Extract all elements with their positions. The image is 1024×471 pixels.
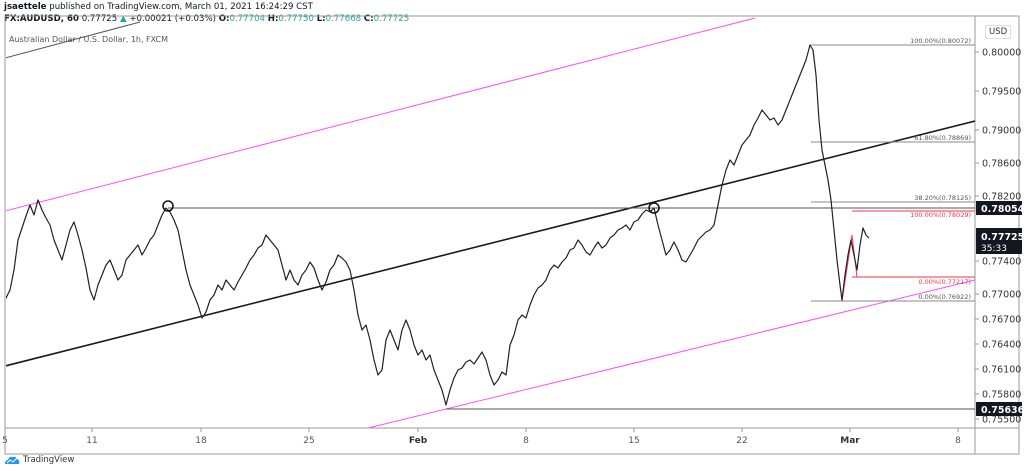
level-low-value: 0.75636: [981, 405, 1024, 416]
tradingview-branding[interactable]: TradingView: [4, 455, 74, 465]
author-name[interactable]: jsaettele: [4, 2, 47, 12]
tradingview-brand-text: TradingView: [23, 455, 75, 465]
time-tick-label: 8: [955, 436, 961, 446]
price-series: [6, 44, 870, 406]
current-price-value: 0.77725: [981, 232, 1024, 243]
level-marker-low: 0.75636: [976, 402, 1024, 416]
price-tick-label: 0.79000: [982, 126, 1021, 137]
open-value: 0.77704: [229, 14, 266, 24]
low-label: L:: [316, 14, 326, 24]
close-label: C:: [363, 14, 374, 24]
time-tick-label: Mar: [840, 436, 860, 446]
up-arrow-icon: ▲: [119, 14, 127, 24]
price-tick-label: 0.77400: [982, 257, 1021, 268]
fib-red-label: 100.00%(0.78029): [910, 211, 971, 219]
price-change: +0.00021 (+0.03%): [129, 14, 216, 24]
fib-grey-label: 38.20%(0.78125): [914, 194, 971, 202]
current-price-marker: 0.77725 35:33: [976, 228, 1024, 254]
low-value: 0.77668: [325, 14, 362, 24]
price-tick-label: 0.79500: [982, 87, 1021, 98]
price-tick-label: 0.78600: [982, 159, 1021, 170]
time-scale[interactable]: 5 11 18 25 Feb 8 15 22 Mar 8: [2, 428, 961, 446]
touch-point-marker[interactable]: [162, 200, 174, 212]
trendline-top-left[interactable]: [5, 21, 141, 59]
time-tick-label: 15: [628, 436, 639, 446]
price-tick-label: 0.80000: [982, 48, 1021, 59]
price-tick-label: 0.75800: [982, 390, 1021, 401]
time-tick-label: Feb: [409, 436, 428, 446]
close-value: 0.77725: [373, 14, 410, 24]
price-tick-label: 0.75500: [982, 415, 1021, 426]
level-marker-high: 0.78054: [976, 201, 1024, 215]
published-text: published on TradingView.com, March 01, …: [49, 2, 313, 12]
price-scale[interactable]: 0.80000 0.79500 0.79000 0.78600 0.78200 0.774…: [975, 48, 1021, 426]
time-tick-label: 22: [736, 436, 747, 446]
time-tick-label: 8: [523, 436, 529, 446]
time-tick-label: 25: [303, 436, 314, 446]
fib-grey-label: 100.00%(0.80072): [910, 37, 971, 45]
high-value: 0.77750: [278, 14, 314, 24]
price-tick-label: 0.76400: [982, 340, 1021, 351]
chart-legend: Australian Dollar / U.S. Dollar, 1h, FXC…: [9, 35, 169, 44]
fib-red-label: 0.00%(0.77217): [918, 278, 971, 286]
time-tick-label: 11: [86, 436, 97, 446]
currency-badge[interactable]: USD: [985, 25, 1012, 39]
bar-countdown: 35:33: [981, 244, 1007, 254]
time-tick-label: 18: [195, 436, 207, 446]
price-tick-label: 0.78200: [982, 192, 1021, 203]
channel-upper-line[interactable]: [5, 17, 756, 212]
fib-labels: 100.00%(0.80072) 61.80%(0.78869) 38.20%(0.…: [910, 37, 971, 301]
tradingview-logo-icon: [5, 456, 20, 464]
open-label: O:: [218, 14, 230, 24]
channel-lower-line[interactable]: [360, 279, 975, 430]
publish-header: jsaettele published on TradingView.com, …: [4, 1, 409, 25]
chart-frame: [4, 15, 1020, 455]
last-price: 0.77725: [81, 14, 118, 24]
touch-point-marker[interactable]: [648, 202, 660, 214]
price-tick-label: 0.77000: [982, 290, 1021, 301]
symbol-label: FX:AUDUSD, 60: [4, 14, 79, 24]
level-high-value: 0.78054: [981, 204, 1024, 215]
fib-grey-label: 61.80%(0.78869): [914, 134, 971, 142]
price-tick-label: 0.76700: [982, 315, 1021, 326]
main-trendline[interactable]: [5, 120, 975, 367]
fib-grey-label: 0.00%(0.76922): [918, 293, 971, 301]
price-tick-label: 0.76100: [982, 365, 1021, 376]
time-tick-label: 5: [2, 436, 8, 446]
high-label: H:: [267, 14, 279, 24]
